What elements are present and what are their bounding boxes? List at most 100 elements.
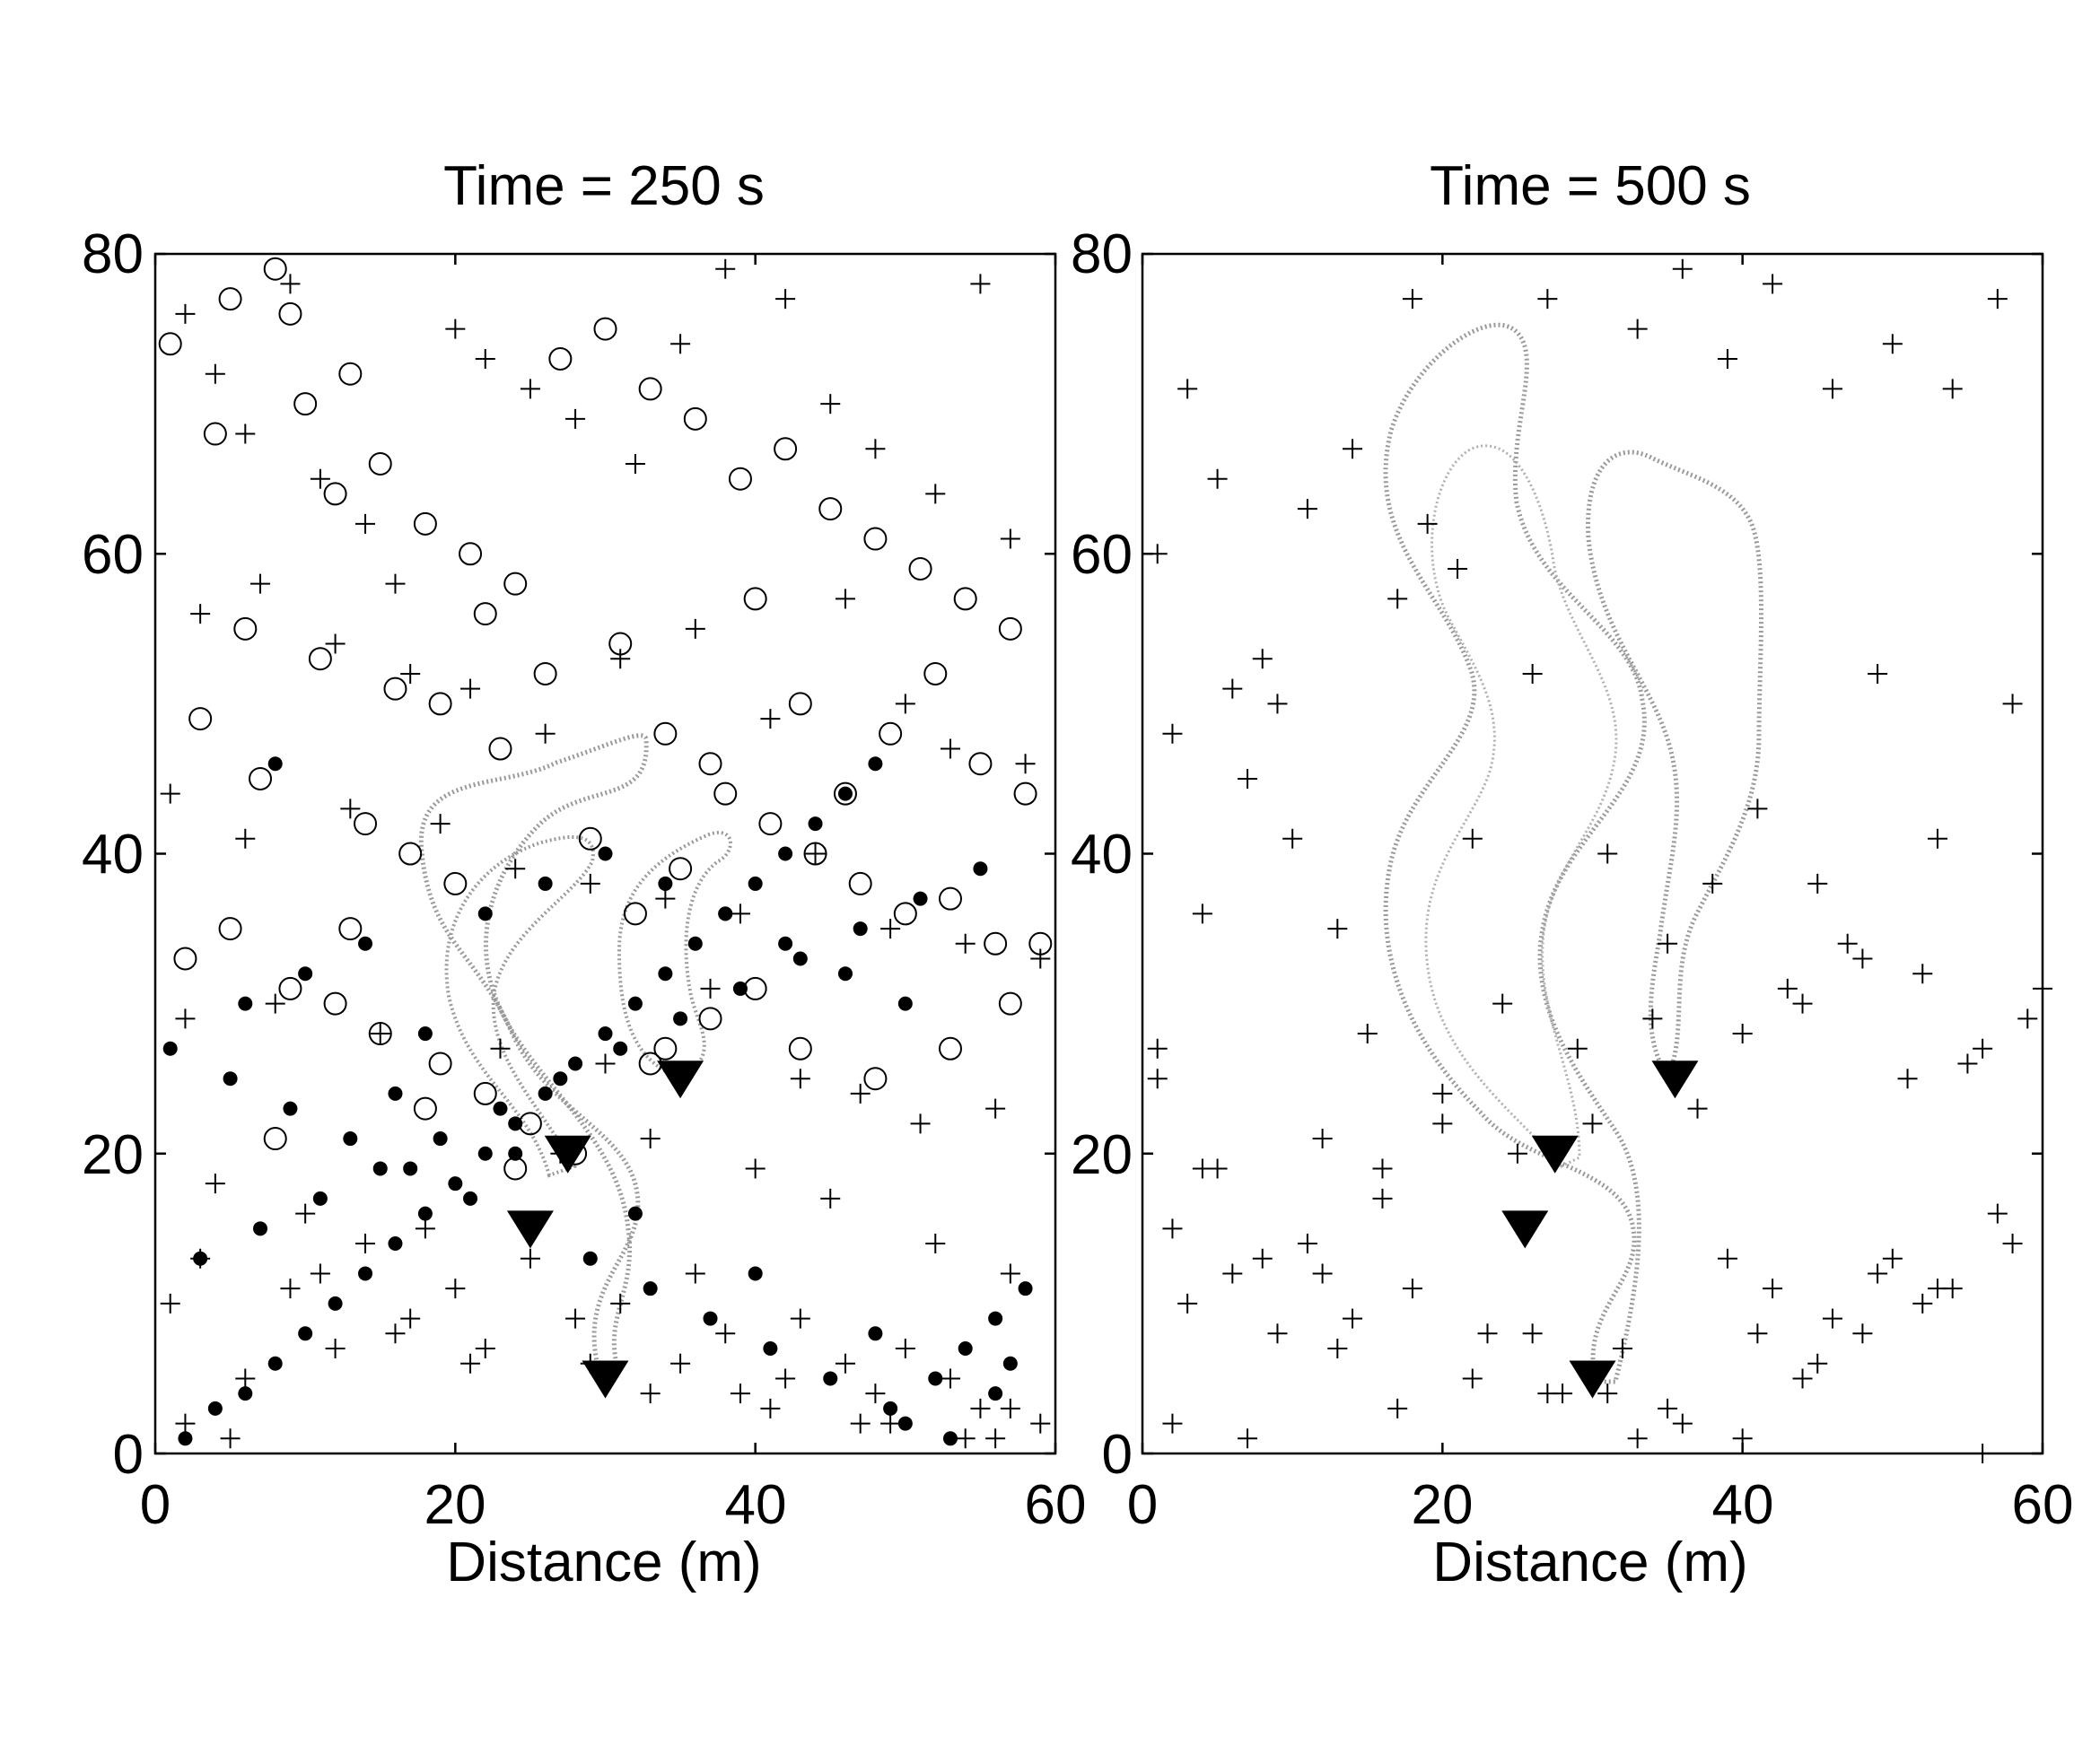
open-circle-marker xyxy=(473,602,497,626)
tick-marks xyxy=(153,252,1057,1455)
filled-circle-marker xyxy=(283,1101,298,1116)
panel-title: Time = 500 s xyxy=(1430,155,1751,217)
open-circle-marker xyxy=(758,812,783,836)
plus-marker xyxy=(235,1368,256,1389)
plus-marker xyxy=(1763,274,1783,294)
plus-marker xyxy=(160,1293,180,1314)
plus-marker xyxy=(565,1308,586,1329)
plus-marker xyxy=(1987,289,2008,310)
filled-circle-marker xyxy=(973,861,988,877)
plus-marker xyxy=(1792,993,1813,1014)
plus-marker xyxy=(565,408,586,429)
plus-marker xyxy=(865,439,886,459)
plus-marker xyxy=(1732,1024,1753,1044)
open-circle-marker xyxy=(473,1081,497,1105)
filled-circle-marker xyxy=(238,996,253,1011)
plus-marker xyxy=(385,1323,406,1344)
well-triangle-marker xyxy=(1501,1210,1549,1249)
plus-marker xyxy=(925,484,946,504)
plus-marker xyxy=(760,709,781,729)
plus-marker xyxy=(775,289,796,310)
filled-circle-marker xyxy=(508,1146,523,1161)
plus-marker xyxy=(1357,1024,1378,1044)
plus-marker xyxy=(460,678,481,699)
panel-title: Time = 250 s xyxy=(443,155,765,217)
open-circle-marker xyxy=(968,752,993,776)
plus-marker xyxy=(1897,1069,1918,1089)
plus-marker xyxy=(1387,1398,1408,1418)
plus-marker xyxy=(790,1308,810,1329)
plus-marker xyxy=(1852,948,1873,969)
filled-circle-marker xyxy=(267,1356,283,1371)
plus-marker xyxy=(1687,1098,1708,1119)
open-circle-marker xyxy=(218,917,242,941)
open-circle-marker xyxy=(263,257,287,281)
plus-marker xyxy=(1822,379,1842,399)
plus-marker xyxy=(1882,334,1903,354)
plus-marker xyxy=(1267,694,1288,714)
open-circle-marker xyxy=(638,377,662,401)
plus-marker xyxy=(595,1053,616,1074)
plus-marker xyxy=(940,738,960,759)
x-axis-label: Distance (m) xyxy=(446,1532,761,1593)
x-tick-label-60: 60 xyxy=(1025,1474,1087,1536)
plus-marker xyxy=(1658,1398,1678,1418)
x-tick-label-20: 20 xyxy=(424,1474,486,1536)
panel-time-500: Time = 500 s 0 20 40 60 0 20 40 60 80 Di… xyxy=(1071,155,2073,1593)
open-circle-marker xyxy=(713,781,738,806)
plus-marker xyxy=(175,1413,196,1434)
filled-circle-marker xyxy=(223,1071,238,1087)
open-circle-marker xyxy=(998,991,1022,1016)
filled-circle-marker xyxy=(778,846,793,861)
filled-circle-marker xyxy=(328,1296,343,1311)
open-circle-marker xyxy=(233,616,258,641)
open-circle-marker xyxy=(638,1052,662,1076)
open-circle-marker xyxy=(188,707,213,731)
filled-circle-marker xyxy=(417,1026,433,1042)
open-circle-marker xyxy=(923,661,948,685)
plus-marker xyxy=(490,1038,511,1059)
plus-marker xyxy=(1747,1323,1768,1344)
plus-marker xyxy=(205,363,225,384)
open-circle-marker xyxy=(293,392,318,416)
well-triangle-marker xyxy=(506,1210,554,1249)
plume-middle xyxy=(444,834,595,1178)
well-triangle-marker xyxy=(1531,1135,1579,1174)
plus-marker xyxy=(1717,1248,1737,1269)
plus-marker xyxy=(1297,499,1317,519)
plus-marker xyxy=(1417,513,1438,534)
plus-marker xyxy=(955,1428,976,1449)
open-circle-marker xyxy=(788,1036,812,1061)
plus-marker xyxy=(1177,379,1198,399)
open-circle-marker xyxy=(938,886,962,911)
plus-marker xyxy=(235,423,256,444)
filled-circle-marker xyxy=(178,1431,193,1446)
plus-marker xyxy=(805,843,826,864)
open-circle-marker xyxy=(203,422,227,446)
plus-marker xyxy=(1372,1188,1393,1209)
plus-marker xyxy=(1343,439,1363,459)
plus-marker xyxy=(715,1323,736,1344)
filled-circle-marker xyxy=(718,906,733,921)
open-circle-marker xyxy=(249,766,273,790)
plus-marker xyxy=(190,604,211,624)
well-triangle-marker xyxy=(657,1061,704,1099)
plus-marker xyxy=(910,1113,931,1134)
open-circle-marker xyxy=(1028,931,1053,956)
open-circle-marker xyxy=(908,556,932,580)
filled-circle-marker xyxy=(388,1236,403,1252)
open-circle-marker xyxy=(608,632,633,656)
open-circle-marker xyxy=(669,857,693,881)
y-tick-label-40: 40 xyxy=(82,824,144,886)
open-circle-marker xyxy=(893,902,917,926)
filled-circle-marker xyxy=(298,1326,313,1341)
plus-marker xyxy=(730,1383,750,1404)
open-circle-marker xyxy=(728,467,752,491)
plus-marker xyxy=(520,1248,540,1269)
plus-marker xyxy=(1627,1428,1648,1449)
open-circle-marker xyxy=(368,451,392,476)
filled-circle-marker xyxy=(1002,1356,1018,1371)
filled-circle-marker xyxy=(658,876,673,891)
filled-circle-marker xyxy=(687,936,703,951)
